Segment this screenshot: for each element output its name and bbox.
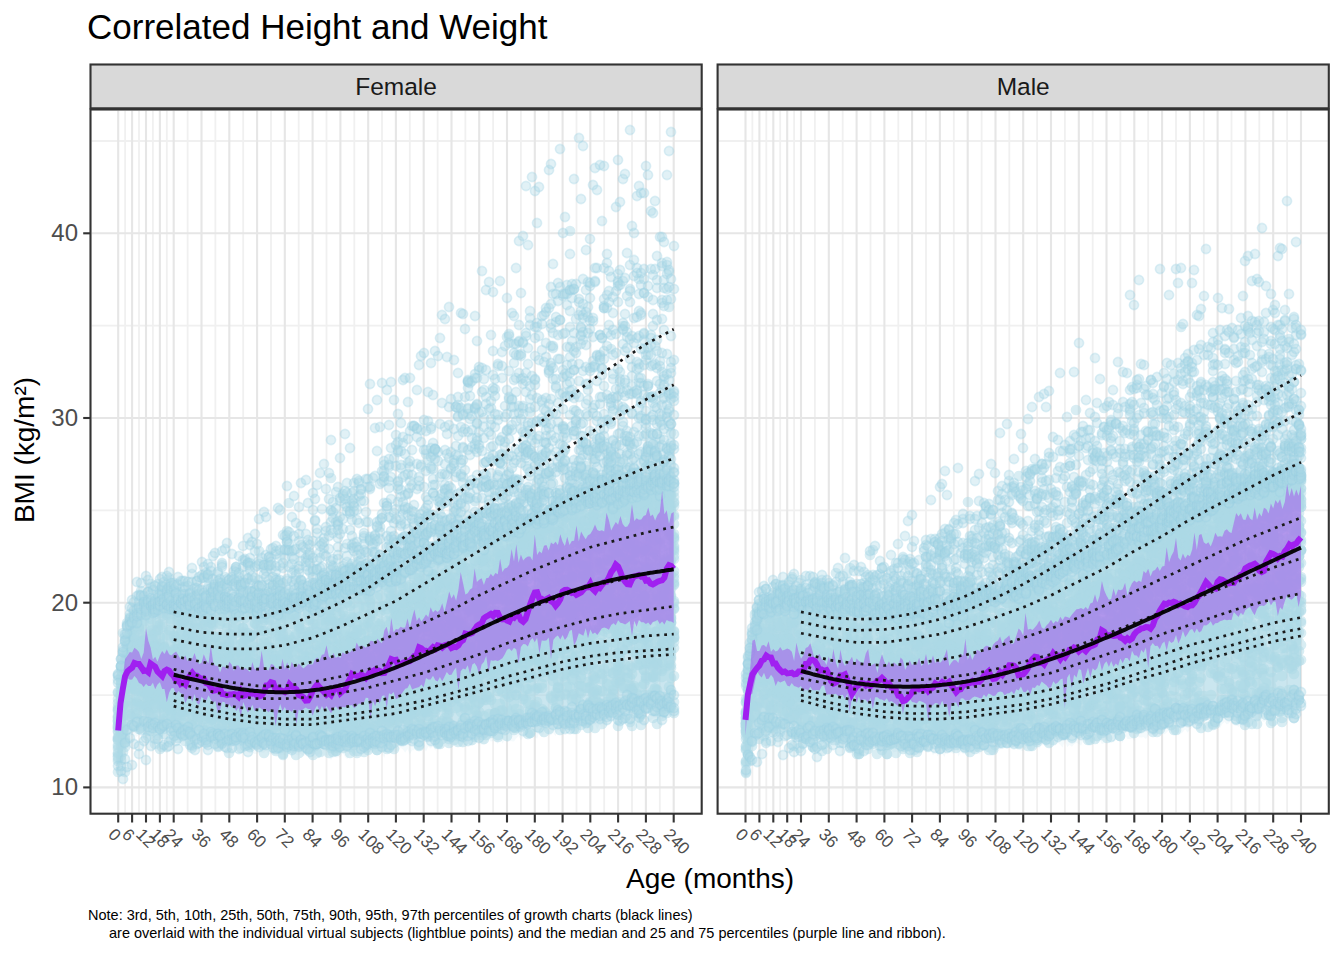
svg-text:30: 30 <box>51 404 78 431</box>
svg-text:Age (months): Age (months) <box>626 863 794 894</box>
svg-text:Male: Male <box>997 73 1050 100</box>
svg-text:Note: 3rd, 5th, 10th, 25th, 50: Note: 3rd, 5th, 10th, 25th, 50th, 75th, … <box>88 907 693 923</box>
svg-text:Female: Female <box>355 73 437 100</box>
svg-text:are overlaid with the individu: are overlaid with the individual virtual… <box>109 925 946 941</box>
svg-text:20: 20 <box>51 589 78 616</box>
svg-text:BMI (kg/m²): BMI (kg/m²) <box>9 377 40 523</box>
svg-text:40: 40 <box>51 219 78 246</box>
svg-text:Correlated Height and Weight: Correlated Height and Weight <box>87 7 548 46</box>
svg-text:10: 10 <box>51 773 78 800</box>
